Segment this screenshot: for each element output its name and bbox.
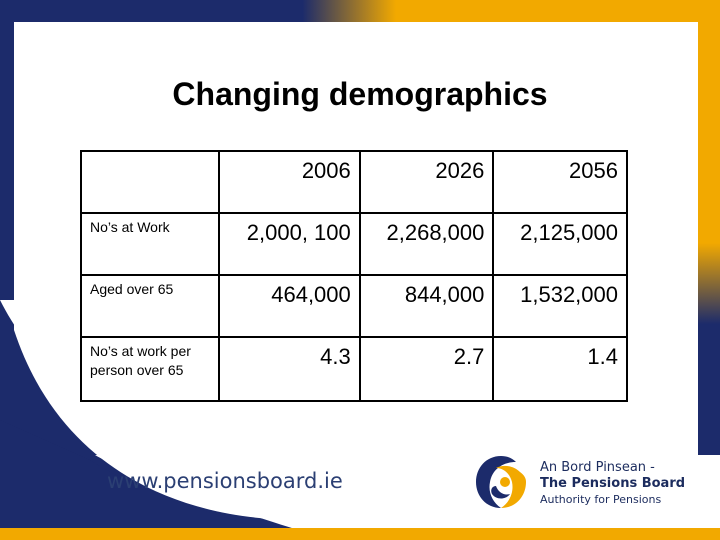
table-row: Aged over 65 464,000 844,000 1,532,000	[80, 274, 628, 338]
table-cell: 4.3	[218, 336, 361, 402]
brand-text: An Bord Pinsean - The Pensions Board Aut…	[540, 460, 685, 508]
brand-line-name: The Pensions Board	[540, 476, 686, 491]
table-cell: 2.7	[358, 336, 495, 402]
table-cell: 1.4	[492, 336, 628, 402]
row-label: No’s at Work	[80, 212, 220, 276]
table-header-row: 2006 2026 2056	[80, 150, 628, 214]
row-label: Aged over 65	[80, 274, 220, 338]
brand-line-irish: An Bord Pinsean -	[540, 460, 655, 475]
table-cell: 1,532,000	[492, 274, 628, 338]
demographics-table: 2006 2026 2056 No’s at Work 2,000, 100 2…	[80, 150, 628, 402]
table-row: No’s at work per person over 65 4.3 2.7 …	[80, 336, 628, 402]
row-label: No’s at work per person over 65	[80, 336, 220, 402]
website-link[interactable]: www.pensionsboard.ie	[107, 469, 343, 493]
table-cell: 464,000	[218, 274, 361, 338]
slide-title: Changing demographics	[172, 76, 548, 112]
table-cell: 2,268,000	[358, 212, 495, 276]
table-cell: 844,000	[358, 274, 495, 338]
column-header-2026: 2026	[358, 150, 495, 214]
column-header-2006: 2006	[218, 150, 361, 214]
table-row: No’s at Work 2,000, 100 2,268,000 2,125,…	[80, 212, 628, 276]
brand-line-tagline: Authority for Pensions	[540, 493, 662, 506]
column-header-2056: 2056	[492, 150, 628, 214]
table-cell: 2,000, 100	[218, 212, 361, 276]
pensions-board-swirl-logo-icon	[476, 456, 526, 508]
table-cell: 2,125,000	[492, 212, 628, 276]
table-corner-cell	[80, 150, 220, 214]
